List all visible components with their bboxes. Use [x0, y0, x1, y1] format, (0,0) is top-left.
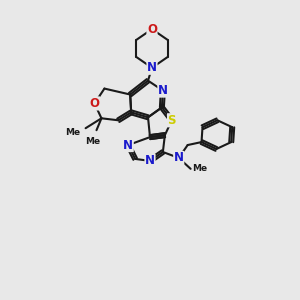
- Text: N: N: [145, 154, 155, 167]
- Text: N: N: [123, 139, 133, 152]
- Text: Me: Me: [85, 137, 100, 146]
- Text: N: N: [174, 152, 184, 164]
- Text: N: N: [158, 84, 168, 97]
- Text: Me: Me: [193, 164, 208, 173]
- Text: Me: Me: [65, 128, 81, 137]
- Text: O: O: [89, 97, 100, 110]
- Text: N: N: [147, 61, 157, 74]
- Text: S: S: [167, 114, 176, 127]
- Text: O: O: [147, 22, 157, 36]
